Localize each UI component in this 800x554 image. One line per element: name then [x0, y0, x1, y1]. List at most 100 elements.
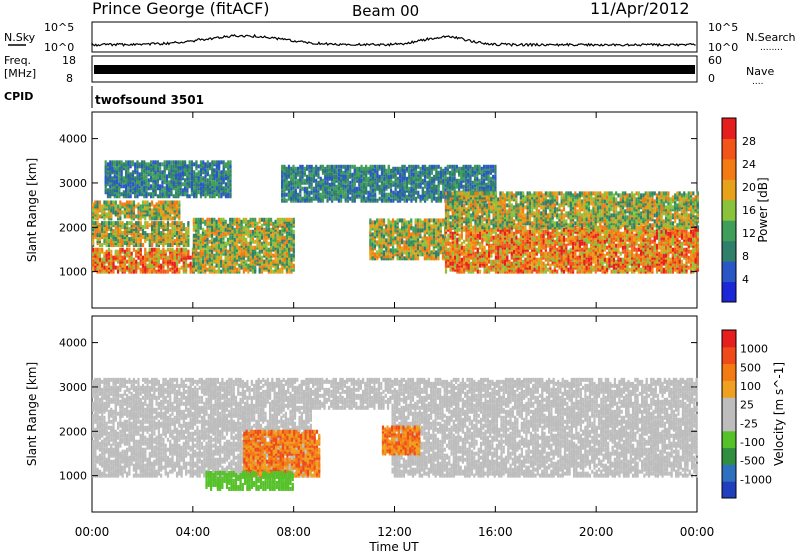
power-cell — [139, 208, 142, 213]
power-cell — [215, 182, 218, 187]
power-cell — [118, 194, 121, 199]
power-cell — [403, 184, 406, 189]
power-cell — [473, 174, 477, 179]
power-cell — [143, 160, 146, 165]
power-cell — [501, 235, 504, 240]
power-cell — [211, 160, 214, 165]
power-cell — [169, 200, 172, 205]
power-cell — [481, 247, 484, 252]
power-cell — [337, 168, 340, 173]
power-cell — [267, 247, 270, 252]
power-cell — [430, 164, 433, 169]
power-cell — [469, 227, 473, 232]
power-cell — [451, 235, 454, 240]
power-cell — [480, 170, 483, 175]
power-cell — [134, 168, 137, 173]
power-cell — [405, 228, 408, 233]
power-cell — [483, 267, 486, 272]
power-cell — [98, 204, 102, 209]
power-cell — [387, 170, 390, 175]
power-cell — [204, 263, 207, 268]
power-cell — [501, 227, 504, 232]
power-cell — [272, 241, 275, 246]
power-cell — [180, 253, 183, 258]
power-cell — [290, 186, 293, 191]
power-cell — [153, 221, 156, 226]
power-cell — [215, 243, 218, 248]
power-cell — [376, 218, 379, 223]
power-cell — [442, 178, 445, 183]
power-cell — [107, 233, 111, 238]
power-cell — [478, 251, 482, 256]
power-cell — [168, 160, 171, 165]
power-cell — [399, 166, 402, 171]
power-cell — [220, 170, 223, 175]
power-cell — [222, 160, 225, 165]
power-cell — [171, 253, 174, 258]
power-cell — [324, 166, 327, 171]
power-cell — [407, 254, 411, 259]
power-cell — [476, 269, 479, 274]
power-cell — [394, 236, 397, 241]
power-cell — [118, 172, 121, 177]
power-cell — [472, 225, 475, 230]
power-cell — [258, 217, 261, 222]
power-cell — [296, 178, 300, 183]
power-cell — [134, 162, 137, 167]
power-cell — [224, 227, 227, 232]
power-cell — [306, 164, 309, 169]
power-cell — [399, 188, 402, 193]
power-cell — [274, 237, 277, 242]
power-cell — [204, 192, 207, 197]
power-cell — [245, 229, 248, 234]
power-cell — [215, 255, 218, 260]
power-cell — [399, 178, 402, 183]
power-cell — [288, 239, 291, 244]
power-cell — [451, 176, 454, 181]
power-cell — [423, 218, 426, 223]
power-cell — [92, 221, 95, 226]
power-cell — [371, 236, 374, 241]
power-cell — [319, 164, 322, 169]
power-cell — [358, 172, 361, 177]
power-cell — [462, 184, 465, 189]
power-cell — [104, 188, 107, 193]
power-cell — [140, 180, 144, 185]
power-cell — [121, 241, 124, 246]
power-cell — [437, 256, 440, 261]
power-cell — [111, 160, 114, 165]
power-cell — [399, 172, 402, 177]
power-cell — [197, 265, 200, 270]
power-cell — [408, 168, 411, 173]
power-cell — [412, 250, 415, 255]
power-cell — [199, 243, 202, 248]
power-cell — [111, 188, 114, 193]
power-cell — [156, 194, 159, 199]
power-cell — [421, 186, 424, 191]
power-cell — [118, 182, 121, 187]
power-cell — [213, 243, 216, 248]
power-cell — [249, 237, 252, 242]
power-cell — [141, 255, 145, 260]
power-cell — [156, 172, 159, 177]
power-cell — [149, 172, 153, 177]
power-cell — [494, 269, 498, 274]
power-cell — [335, 168, 338, 173]
power-cell — [494, 251, 498, 256]
power-cell — [199, 176, 203, 181]
power-cell — [220, 255, 223, 260]
power-cell — [416, 246, 420, 251]
power-cell — [451, 261, 454, 266]
power-cell — [272, 269, 275, 274]
power-cell — [414, 164, 418, 169]
power-cell — [122, 176, 125, 181]
power-cell — [351, 192, 354, 197]
power-cell — [160, 263, 163, 268]
power-cell — [260, 255, 264, 260]
power-cell — [371, 246, 374, 251]
power-cell — [229, 235, 232, 240]
power-cell — [147, 170, 150, 175]
power-cell — [137, 265, 140, 270]
power-cell — [432, 238, 436, 243]
